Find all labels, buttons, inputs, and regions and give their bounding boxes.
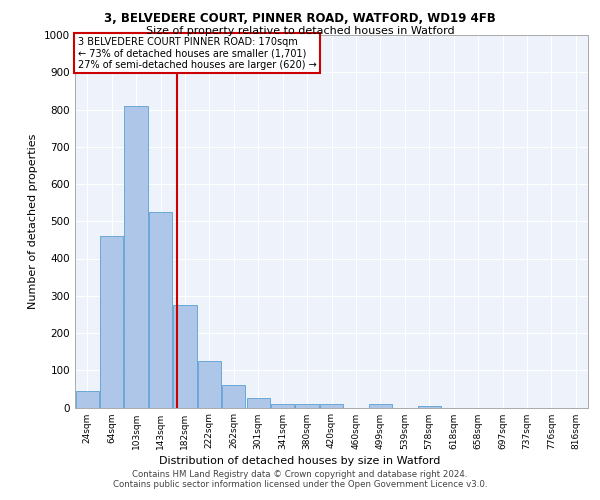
Bar — [149, 212, 172, 408]
Text: Size of property relative to detached houses in Watford: Size of property relative to detached ho… — [146, 26, 454, 36]
Bar — [222, 385, 245, 407]
Bar — [198, 361, 221, 408]
Bar — [76, 390, 99, 407]
Text: 3 BELVEDERE COURT PINNER ROAD: 170sqm
← 73% of detached houses are smaller (1,70: 3 BELVEDERE COURT PINNER ROAD: 170sqm ← … — [77, 37, 316, 70]
Bar — [369, 404, 392, 407]
Text: Contains public sector information licensed under the Open Government Licence v3: Contains public sector information licen… — [113, 480, 487, 489]
Bar — [320, 404, 343, 407]
Text: 3, BELVEDERE COURT, PINNER ROAD, WATFORD, WD19 4FB: 3, BELVEDERE COURT, PINNER ROAD, WATFORD… — [104, 12, 496, 26]
Bar — [295, 404, 319, 407]
Bar — [418, 406, 441, 407]
Bar — [173, 305, 197, 408]
Text: Distribution of detached houses by size in Watford: Distribution of detached houses by size … — [160, 456, 440, 466]
Bar — [100, 236, 123, 408]
Text: Contains HM Land Registry data © Crown copyright and database right 2024.: Contains HM Land Registry data © Crown c… — [132, 470, 468, 479]
Bar — [247, 398, 270, 407]
Bar — [124, 106, 148, 408]
Y-axis label: Number of detached properties: Number of detached properties — [28, 134, 38, 309]
Bar — [271, 404, 294, 407]
